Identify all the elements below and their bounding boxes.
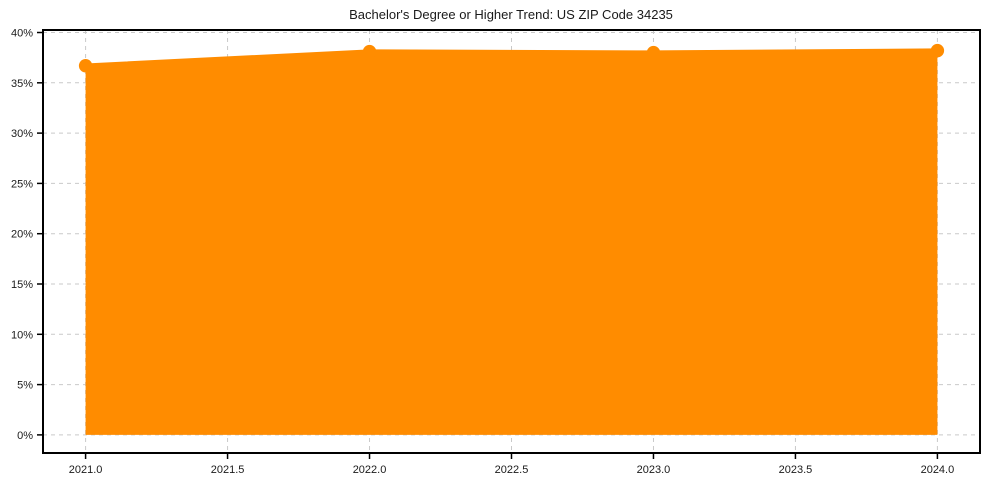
y-tick-label: 30% xyxy=(11,128,33,140)
y-tick-label: 20% xyxy=(11,229,33,241)
y-tick-label: 5% xyxy=(17,380,33,392)
data-point xyxy=(78,59,93,73)
series-layer xyxy=(78,43,945,435)
x-tick-label: 2022.5 xyxy=(495,464,529,476)
y-tick-label: 40% xyxy=(11,28,33,40)
y-tick-label: 0% xyxy=(17,430,33,442)
x-tick-label: 2023.0 xyxy=(637,464,671,476)
chart-title: Bachelor's Degree or Higher Trend: US ZI… xyxy=(349,7,673,22)
x-tick-label: 2021.5 xyxy=(211,464,245,476)
x-tick-label: 2021.0 xyxy=(69,464,103,476)
x-tick-label: 2023.5 xyxy=(779,464,813,476)
y-tick-label: 15% xyxy=(11,279,33,291)
x-tick-label: 2022.0 xyxy=(353,464,387,476)
data-point xyxy=(362,44,377,59)
trend-line xyxy=(83,48,940,68)
y-tick-label: 35% xyxy=(11,78,33,90)
y-tick-label: 10% xyxy=(11,329,33,341)
data-point xyxy=(930,43,945,58)
y-tick-label: 25% xyxy=(11,178,33,190)
data-point xyxy=(646,45,661,60)
axes-layer: 2021.0 2021.5 2022.0 2022.5 2023.0 2023.5 2024… xyxy=(11,28,981,476)
area-fill xyxy=(85,50,938,435)
x-tick-label: 2024.0 xyxy=(921,464,955,476)
